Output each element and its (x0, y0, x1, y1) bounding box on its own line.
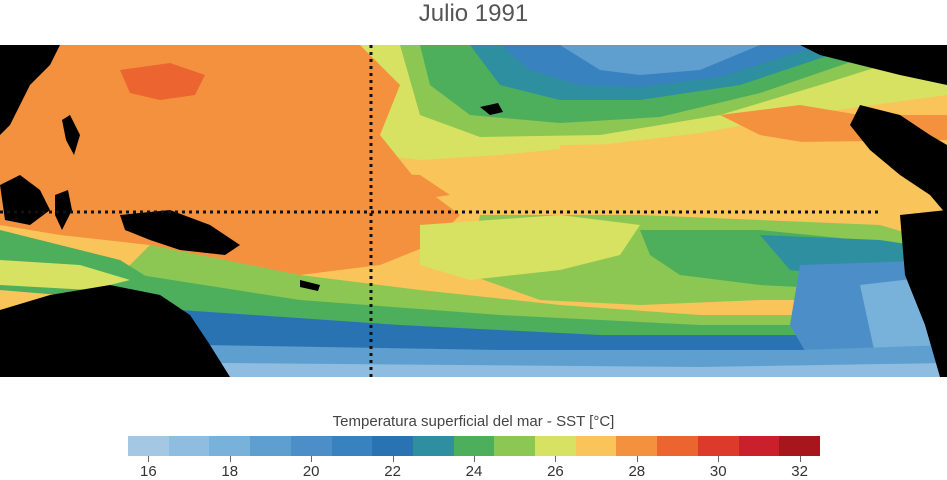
colorbar-tick (392, 456, 394, 462)
warm-strip-east2 (560, 140, 947, 205)
colorbar-tick-label: 30 (709, 463, 727, 480)
source-note: Fuente: NOAA Optimum Interpolation (OI) … (538, 394, 919, 406)
sst-map: Fuente: NOAA Optimum Interpolation (OI) … (0, 45, 947, 406)
land (0, 45, 947, 377)
warm-core (120, 63, 205, 100)
land-south-america (900, 210, 947, 377)
colorbar-swatch (412, 436, 454, 456)
colorbar-swatch (372, 436, 413, 456)
land-central-america (850, 105, 947, 215)
north-lightblue-band (560, 45, 760, 75)
colorbar-tick (555, 456, 557, 462)
south-palest-band (210, 363, 947, 377)
colorbar-tick-label: 24 (465, 463, 483, 480)
colorbar-swatch (331, 436, 373, 456)
colorbar-swatch (575, 436, 617, 456)
land-mexico (800, 45, 947, 85)
land-australia (0, 285, 230, 377)
colorbar-tick (474, 456, 475, 462)
west-yellow-strip (0, 260, 130, 290)
warm-pool-west (0, 45, 460, 275)
colorbar-swatch (779, 436, 820, 456)
land-asia (0, 45, 60, 135)
colorbar-tick (229, 456, 231, 462)
land-new-guinea (120, 210, 240, 255)
colorbar (128, 436, 820, 456)
colorbar-tick (148, 456, 150, 462)
colorbar-swatch (616, 436, 658, 456)
colorbar-tick (718, 456, 720, 462)
colorbar-tick-label: 28 (628, 463, 646, 480)
colorbar-tick-label: 16 (140, 463, 157, 480)
colorbar-swatch (697, 436, 739, 456)
colorbar-tick-label: 26 (547, 463, 564, 480)
colorbar-tick (311, 456, 313, 462)
colorbar-swatch (209, 436, 251, 456)
land-hawaii (480, 103, 503, 115)
land-philippines (62, 115, 80, 155)
colorbar-swatch (250, 436, 291, 456)
land-sulawesi (55, 190, 72, 230)
colorbar-swatch (738, 436, 780, 456)
colorbar-swatch (494, 436, 536, 456)
map-title: Julio 1991 (418, 0, 529, 27)
colorbar-swatch (290, 436, 332, 456)
colorbar-ticks: 16 18 20 22 24 26 28 30 32 (128, 456, 820, 480)
colorbar-title: Temperatura superficial del mar - SST [°… (332, 413, 615, 430)
colorbar-swatch (168, 436, 210, 456)
colorbar-tick-label: 32 (791, 463, 808, 480)
colorbar-tick (799, 456, 801, 462)
warm-band-central (200, 165, 450, 205)
colorbar-swatch (535, 436, 576, 456)
colorbar-swatch (128, 436, 169, 456)
colorbar-tick-label: 18 (221, 463, 239, 480)
colorbar-tick (636, 456, 638, 462)
colorbar-tick-label: 22 (384, 463, 401, 480)
colorbar-swatch (657, 436, 698, 456)
land-solomon (300, 280, 320, 291)
colorbar-swatch (453, 436, 495, 456)
colorbar-tick-label: 20 (302, 463, 320, 480)
cold-tongue-light (420, 215, 640, 280)
